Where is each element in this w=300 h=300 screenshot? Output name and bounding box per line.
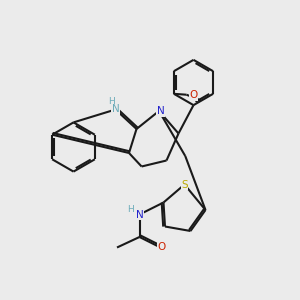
- Text: N: N: [112, 104, 119, 115]
- Text: S: S: [181, 179, 188, 190]
- Text: N: N: [157, 106, 164, 116]
- Text: H: H: [127, 206, 134, 214]
- Text: O: O: [158, 242, 166, 253]
- Text: N: N: [136, 209, 143, 220]
- Text: H: H: [109, 97, 115, 106]
- Text: O: O: [189, 90, 197, 100]
